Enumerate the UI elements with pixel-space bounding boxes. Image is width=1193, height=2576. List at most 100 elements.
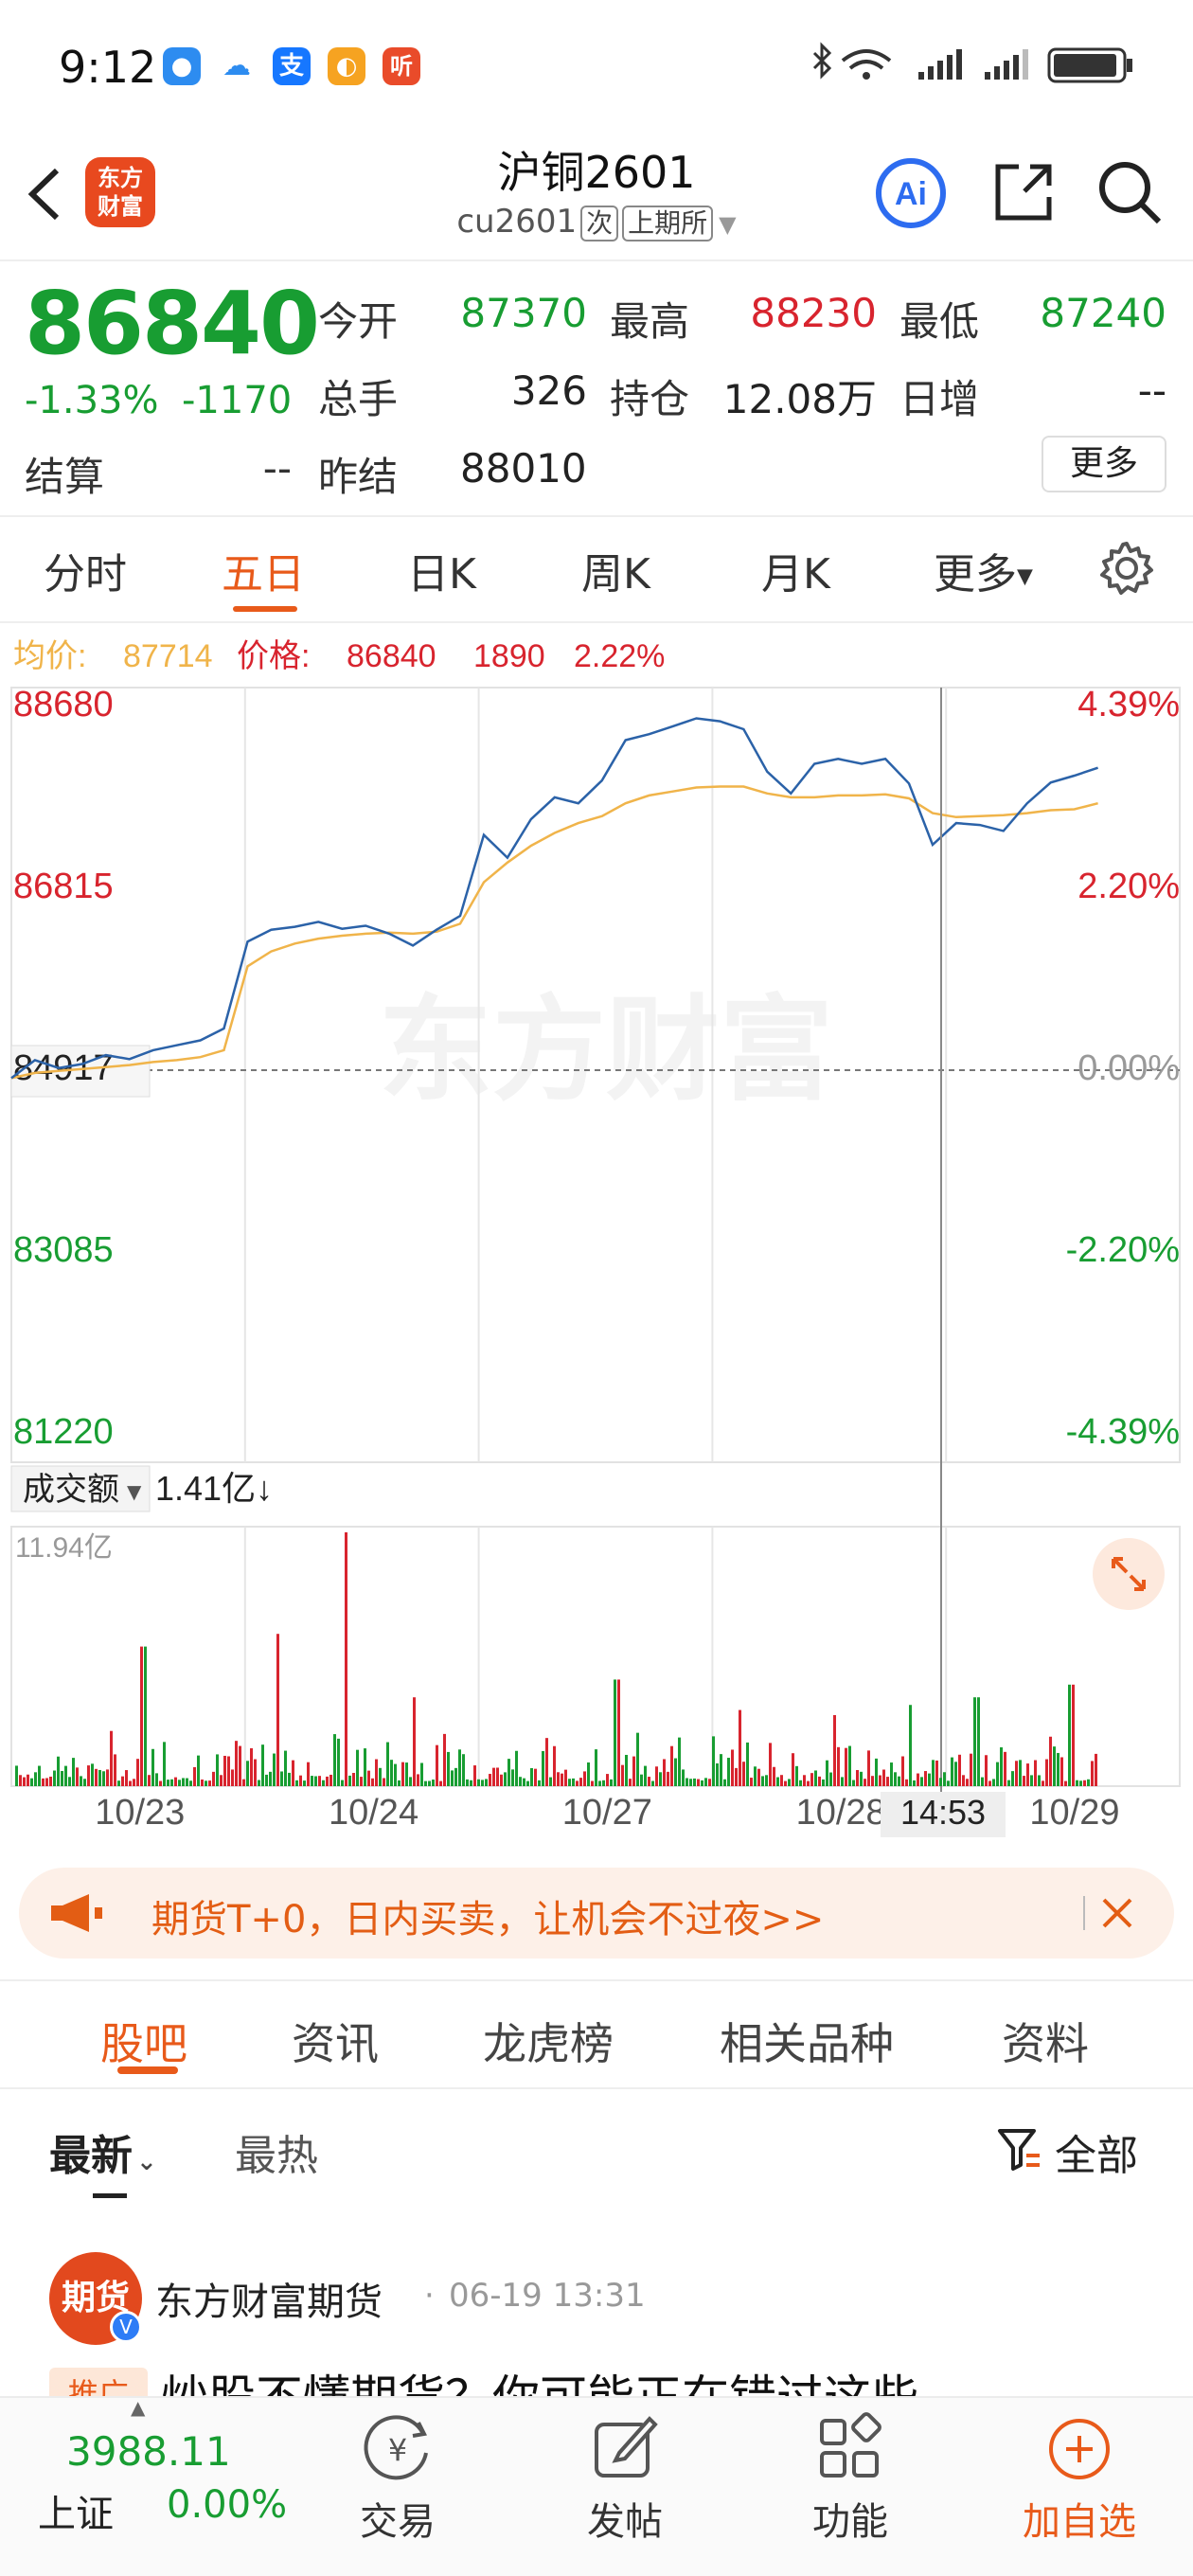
eastmoney-logo[interactable]: 东方 财富 (85, 157, 155, 227)
price-value: 86840 (347, 638, 436, 674)
volume-bar (682, 1769, 685, 1786)
contract-subtitle[interactable]: cu2601 次上期所 ▼ (0, 203, 1193, 242)
tab-five-day[interactable]: 五日 (222, 550, 305, 599)
tab-guba[interactable]: 股吧 (100, 2018, 187, 2069)
filter-icon[interactable] (996, 2125, 1042, 2173)
volume-bar (216, 1754, 219, 1786)
back-icon[interactable] (21, 161, 68, 227)
index-value[interactable]: 3988.11 (66, 2428, 231, 2475)
volume-bar (1023, 1776, 1025, 1786)
volume-bar (220, 1775, 223, 1786)
volume-bar (299, 1775, 302, 1786)
last-price: 86840 (25, 273, 320, 374)
volume-bar (329, 1774, 332, 1786)
volume-header: 成交额 ▼ 1.41亿↓ 11.94亿 (10, 1465, 273, 1564)
tab-info[interactable]: 资料 (1002, 2018, 1089, 2069)
volume-bar (409, 1777, 412, 1786)
tag-next: 次 (580, 206, 619, 242)
tab-news[interactable]: 资讯 (292, 2018, 379, 2069)
more-quote-button[interactable]: 更多 (1042, 436, 1166, 492)
low-label: 最低 (899, 298, 980, 345)
volume-bar (659, 1772, 662, 1786)
volume-bar (341, 1780, 344, 1786)
volume-selector[interactable] (10, 1465, 151, 1512)
tab-guba-underline (117, 2066, 178, 2074)
trade-icon[interactable]: ¥ (360, 2411, 436, 2487)
nav-post[interactable]: 发帖 (587, 2500, 663, 2544)
system-status-icons (812, 42, 1132, 83)
post-edit-icon[interactable] (587, 2411, 663, 2487)
volume-bar (826, 1760, 828, 1786)
volume-bar (648, 1777, 650, 1786)
volume-bar (905, 1779, 908, 1786)
tab-more-label: 更多 (934, 550, 1017, 599)
promo-banner-text[interactable]: 期货T+0，日内买卖，让机会不过夜>> (151, 1898, 825, 1941)
expand-icon[interactable] (1093, 1538, 1165, 1610)
change-pct: -1.33% (25, 379, 159, 422)
volume-bar (845, 1747, 847, 1786)
volume-bar (898, 1776, 900, 1786)
post-author[interactable]: 东方财富期货 (155, 2281, 383, 2324)
page-title: 沪铜2601 (497, 147, 696, 198)
volume-bar (523, 1778, 525, 1786)
volume-bar (871, 1776, 874, 1786)
volume-bar (186, 1778, 188, 1786)
volume-bar (34, 1772, 37, 1786)
volume-bar (311, 1776, 313, 1786)
volume-bar (489, 1774, 491, 1786)
volume-bar (723, 1779, 726, 1786)
volume-bar (496, 1767, 499, 1786)
volume-bar (769, 1743, 772, 1786)
sort-latest[interactable]: 最新 ⌄ (49, 2121, 157, 2182)
tab-more[interactable]: 更多▼ (934, 540, 1033, 600)
volume-bar (405, 1762, 408, 1786)
volume-bar (1068, 1684, 1071, 1786)
volume-bar (231, 1769, 234, 1786)
volume-bar (57, 1756, 60, 1786)
tab-monthly-k[interactable]: 月K (761, 550, 830, 599)
search-icon[interactable] (1095, 157, 1165, 227)
tab-related[interactable]: 相关品种 (720, 2018, 894, 2069)
volume-bar (1087, 1779, 1090, 1786)
functions-grid-icon[interactable] (812, 2411, 888, 2487)
settings-gear-icon[interactable] (1098, 540, 1155, 597)
volume-bar (886, 1777, 889, 1786)
y-label-left: 83085 (13, 1230, 114, 1270)
sort-hot[interactable]: 最热 (235, 2132, 318, 2180)
volume-bar (519, 1777, 522, 1786)
add-watchlist-icon[interactable] (1042, 2411, 1117, 2487)
tab-dragon-tiger[interactable]: 龙虎榜 (483, 2018, 614, 2069)
volume-bar (492, 1767, 495, 1786)
daily-inc-value: -- (1137, 367, 1166, 414)
tab-daily-k[interactable]: 日K (407, 550, 476, 599)
volume-bar (655, 1766, 658, 1786)
volume-panel-frame (10, 1526, 1181, 1787)
five-day-chart[interactable]: 东方财富 88680 4.39%86815 2.20%84917 0.00%83085… (0, 625, 1193, 1837)
promo-banner[interactable] (19, 1868, 1174, 1959)
index-change[interactable]: 0.00% (167, 2483, 288, 2527)
filter-all[interactable]: 全部 (1055, 2132, 1138, 2180)
volume-type-label[interactable]: 成交额 (23, 1472, 119, 1508)
tab-intraday[interactable]: 分时 (44, 550, 127, 599)
volume-bar (988, 1780, 991, 1786)
volume-bar (424, 1780, 427, 1786)
volume-bar (447, 1751, 450, 1786)
ai-icon[interactable]: Ai (875, 157, 947, 229)
volume-bar (856, 1770, 859, 1786)
volume-bar (1026, 1763, 1029, 1786)
y-label-right: 4.39% (1077, 685, 1180, 724)
volume-bar (386, 1742, 389, 1786)
volume-bar (273, 1753, 276, 1786)
listen-icon: ◐ (328, 47, 365, 85)
close-icon[interactable] (1098, 1894, 1136, 1932)
tab-weekly-k[interactable]: 周K (581, 550, 650, 599)
volume-bar (799, 1780, 802, 1786)
volume-bar (610, 1779, 613, 1786)
nav-trade[interactable]: 交易 (360, 2500, 436, 2544)
volume-bar (530, 1767, 533, 1786)
index-name[interactable]: 上证 (38, 2493, 114, 2536)
nav-functions[interactable]: 功能 (812, 2500, 888, 2544)
volume-bar (564, 1769, 567, 1786)
share-icon[interactable] (990, 159, 1057, 225)
nav-add-watchlist[interactable]: 加自选 (1023, 2500, 1136, 2544)
